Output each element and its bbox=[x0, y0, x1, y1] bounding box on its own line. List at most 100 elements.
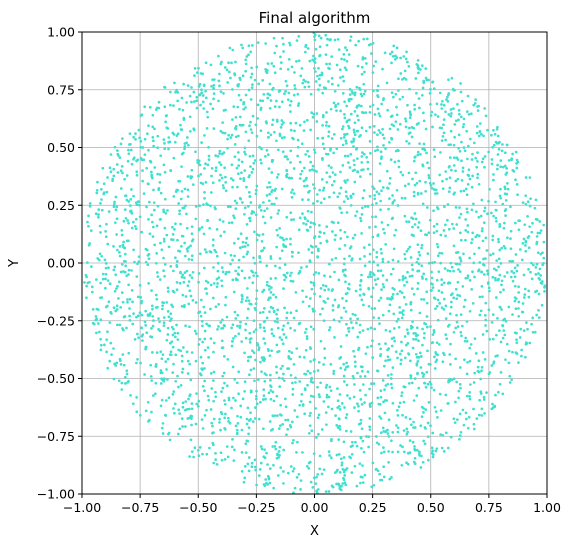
scatter-point bbox=[443, 281, 446, 284]
scatter-point bbox=[160, 357, 163, 360]
scatter-point bbox=[323, 400, 326, 403]
scatter-point bbox=[255, 213, 258, 216]
scatter-point bbox=[218, 179, 221, 182]
scatter-point bbox=[364, 394, 367, 397]
scatter-point bbox=[428, 167, 431, 170]
scatter-point bbox=[202, 306, 205, 309]
scatter-point bbox=[366, 346, 369, 349]
scatter-point bbox=[411, 264, 414, 267]
scatter-point bbox=[375, 435, 378, 438]
scatter-point bbox=[441, 434, 444, 437]
scatter-point bbox=[385, 279, 388, 282]
scatter-point bbox=[262, 201, 265, 204]
scatter-point bbox=[405, 78, 408, 81]
scatter-point bbox=[155, 294, 158, 297]
scatter-point bbox=[330, 55, 333, 58]
scatter-point bbox=[265, 452, 268, 455]
scatter-point bbox=[346, 133, 349, 136]
scatter-point bbox=[464, 239, 467, 242]
scatter-point bbox=[212, 297, 215, 300]
scatter-point bbox=[259, 99, 262, 102]
scatter-point bbox=[453, 123, 456, 126]
scatter-point bbox=[212, 431, 215, 434]
scatter-point bbox=[188, 289, 191, 292]
scatter-point bbox=[268, 288, 271, 291]
scatter-point bbox=[373, 197, 376, 200]
scatter-point bbox=[275, 229, 278, 232]
scatter-point bbox=[390, 476, 393, 479]
scatter-point bbox=[264, 155, 267, 158]
scatter-point bbox=[431, 277, 434, 280]
scatter-point bbox=[372, 316, 375, 319]
scatter-point bbox=[337, 102, 340, 105]
scatter-point bbox=[439, 262, 442, 265]
scatter-point bbox=[466, 340, 469, 343]
scatter-point bbox=[422, 375, 425, 378]
scatter-point bbox=[495, 209, 498, 212]
scatter-point bbox=[141, 169, 144, 172]
scatter-point bbox=[139, 362, 142, 365]
scatter-point bbox=[344, 155, 347, 158]
scatter-point bbox=[369, 403, 372, 406]
scatter-point bbox=[293, 130, 296, 133]
scatter-point bbox=[443, 104, 446, 107]
scatter-point bbox=[229, 136, 232, 139]
scatter-point bbox=[424, 442, 427, 445]
scatter-point bbox=[397, 204, 400, 207]
scatter-point bbox=[300, 266, 303, 269]
scatter-point bbox=[449, 312, 452, 315]
scatter-point bbox=[274, 441, 277, 444]
scatter-point bbox=[466, 361, 469, 364]
scatter-point bbox=[188, 325, 191, 328]
scatter-point bbox=[190, 101, 193, 104]
scatter-point bbox=[219, 174, 222, 177]
scatter-point bbox=[275, 296, 278, 299]
scatter-point bbox=[141, 113, 144, 116]
scatter-point bbox=[382, 465, 385, 468]
scatter-point bbox=[253, 230, 256, 233]
scatter-point bbox=[134, 338, 137, 341]
scatter-point bbox=[405, 120, 408, 123]
scatter-point bbox=[458, 109, 461, 112]
scatter-point bbox=[172, 157, 175, 160]
scatter-point bbox=[242, 108, 245, 111]
scatter-point bbox=[221, 153, 224, 156]
scatter-point bbox=[263, 394, 266, 397]
scatter-point bbox=[443, 132, 446, 135]
scatter-point bbox=[376, 94, 379, 97]
scatter-point bbox=[286, 272, 289, 275]
scatter-point bbox=[468, 257, 471, 260]
scatter-point bbox=[450, 436, 453, 439]
scatter-point bbox=[299, 173, 302, 176]
scatter-point bbox=[391, 194, 394, 197]
scatter-point bbox=[345, 105, 348, 108]
scatter-point bbox=[370, 382, 373, 385]
scatter-point bbox=[354, 365, 357, 368]
scatter-point bbox=[373, 187, 376, 190]
scatter-point bbox=[282, 449, 285, 452]
scatter-point bbox=[117, 171, 120, 174]
scatter-point bbox=[455, 180, 458, 183]
scatter-point bbox=[326, 394, 329, 397]
scatter-point bbox=[244, 329, 247, 332]
scatter-point bbox=[457, 325, 460, 328]
scatter-point bbox=[245, 451, 248, 454]
scatter-point bbox=[304, 331, 307, 334]
scatter-point bbox=[316, 137, 319, 140]
scatter-point bbox=[166, 209, 169, 212]
scatter-point bbox=[430, 282, 433, 285]
scatter-point bbox=[219, 150, 222, 153]
scatter-point bbox=[309, 401, 312, 404]
scatter-point bbox=[217, 155, 220, 158]
scatter-point bbox=[286, 158, 289, 161]
scatter-point bbox=[376, 190, 379, 193]
scatter-point bbox=[517, 301, 520, 304]
scatter-point bbox=[221, 318, 224, 321]
scatter-point bbox=[210, 372, 213, 375]
scatter-point bbox=[256, 289, 259, 292]
scatter-point bbox=[447, 113, 450, 116]
scatter-point bbox=[368, 226, 371, 229]
scatter-point bbox=[226, 81, 229, 84]
scatter-point bbox=[290, 191, 293, 194]
